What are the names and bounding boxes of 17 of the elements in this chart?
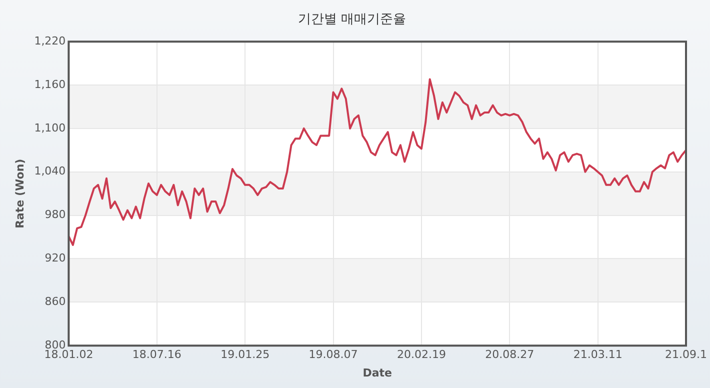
- y-tick-label: 1,220: [34, 34, 66, 48]
- y-axis-title: Rate (Won): [13, 158, 26, 228]
- x-tick-label: 21.03.11: [573, 348, 622, 362]
- y-tick-label: 1,100: [34, 121, 66, 134]
- x-tick-label: 19.08.07: [308, 348, 358, 362]
- x-tick-label: 20.02.19: [396, 348, 446, 362]
- x-tick-label: 18.07.16: [132, 348, 182, 362]
- y-tick-label: 920: [44, 252, 66, 265]
- y-tick-label: 1,160: [34, 78, 66, 91]
- x-tick-label: 20.08.27: [485, 348, 534, 362]
- x-tick-label: 19.01.25: [220, 348, 270, 362]
- y-tick-label: 1,040: [34, 164, 66, 178]
- x-axis-title: Date: [362, 366, 392, 380]
- y-tick-label: 980: [44, 208, 66, 222]
- x-tick-label: 21.09.1: [665, 348, 708, 362]
- chart-title: 기간별 매매기준율: [298, 12, 406, 28]
- y-tick-label: 860: [44, 295, 66, 308]
